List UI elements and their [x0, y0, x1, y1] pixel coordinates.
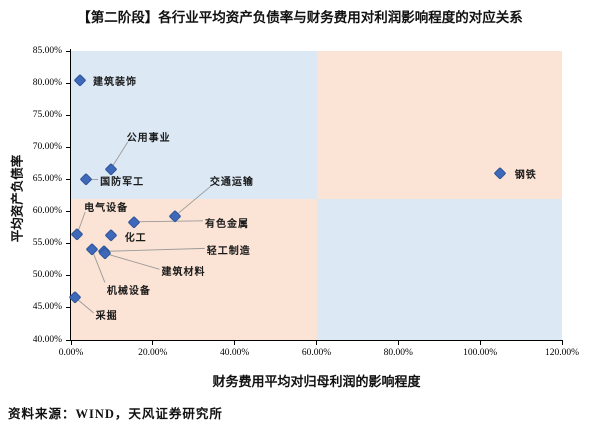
y-tick-mark [66, 275, 70, 277]
x-tick-label: 120.00% [544, 348, 580, 358]
y-axis-title: 平均资产负债率 [10, 154, 25, 243]
chart-title: 【第二阶段】各行业平均资产负债率与财务费用对利润影响程度的对应关系 [77, 10, 523, 25]
point-label: 建筑材料 [161, 267, 206, 279]
quadrant-bottom-right [316, 198, 562, 340]
x-tick-label: 100.00% [463, 348, 498, 358]
y-tick-label: 65.00% [32, 173, 62, 184]
y-tick-mark [66, 211, 70, 213]
y-tick-mark [66, 146, 70, 148]
x-tick-mark [152, 341, 154, 345]
y-tick-mark [66, 178, 70, 180]
y-tick-label: 40.00% [32, 334, 62, 345]
point-label: 采掘 [95, 310, 118, 322]
y-tick-mark [66, 82, 70, 84]
point-label: 公用事业 [126, 133, 171, 145]
source-note: 资料来源：WIND，天风证券研究所 [8, 407, 223, 421]
y-axis-line [70, 49, 72, 341]
y-tick-mark [66, 307, 70, 309]
quadrant-top-right [316, 51, 562, 199]
x-tick-mark [70, 341, 72, 345]
point-label: 交通运输 [209, 177, 254, 189]
x-axis-line [70, 340, 563, 342]
y-tick-mark [66, 339, 70, 341]
point-label: 钢铁 [514, 170, 537, 182]
x-tick-mark [316, 341, 317, 345]
x-tick-mark [397, 341, 399, 345]
y-tick-mark [66, 50, 70, 52]
y-tick-label: 75.00% [32, 109, 62, 120]
x-axis-title: 财务费用平均对归母利润的影响程度 [212, 374, 421, 389]
point-label: 轻工制造 [206, 246, 251, 258]
y-tick-label: 85.00% [32, 45, 62, 56]
y-tick-label: 60.00% [32, 206, 62, 217]
y-tick-label: 50.00% [32, 270, 62, 281]
point-label: 机械设备 [106, 286, 151, 298]
y-tick-label: 80.00% [32, 77, 62, 88]
x-tick-label: 40.00% [220, 348, 250, 358]
x-tick-label: 60.00% [301, 348, 332, 358]
x-tick-mark [234, 341, 236, 345]
x-tick-label: 20.00% [138, 348, 168, 358]
y-tick-label: 45.00% [32, 302, 62, 313]
y-tick-label: 55.00% [32, 238, 62, 249]
x-tick-label: 80.00% [383, 348, 413, 358]
point-label: 国防军工 [100, 177, 145, 189]
x-tick-label: 0.00% [58, 348, 84, 358]
x-tick-mark [561, 341, 563, 345]
y-tick-mark [66, 114, 70, 116]
point-label: 有色金属 [205, 218, 249, 230]
y-tick-label: 70.00% [32, 141, 62, 152]
y-tick-mark [66, 243, 70, 245]
point-label: 化工 [124, 232, 147, 244]
point-label: 电气设备 [84, 203, 129, 215]
point-label: 建筑装饰 [93, 76, 137, 88]
x-tick-mark [479, 341, 481, 345]
